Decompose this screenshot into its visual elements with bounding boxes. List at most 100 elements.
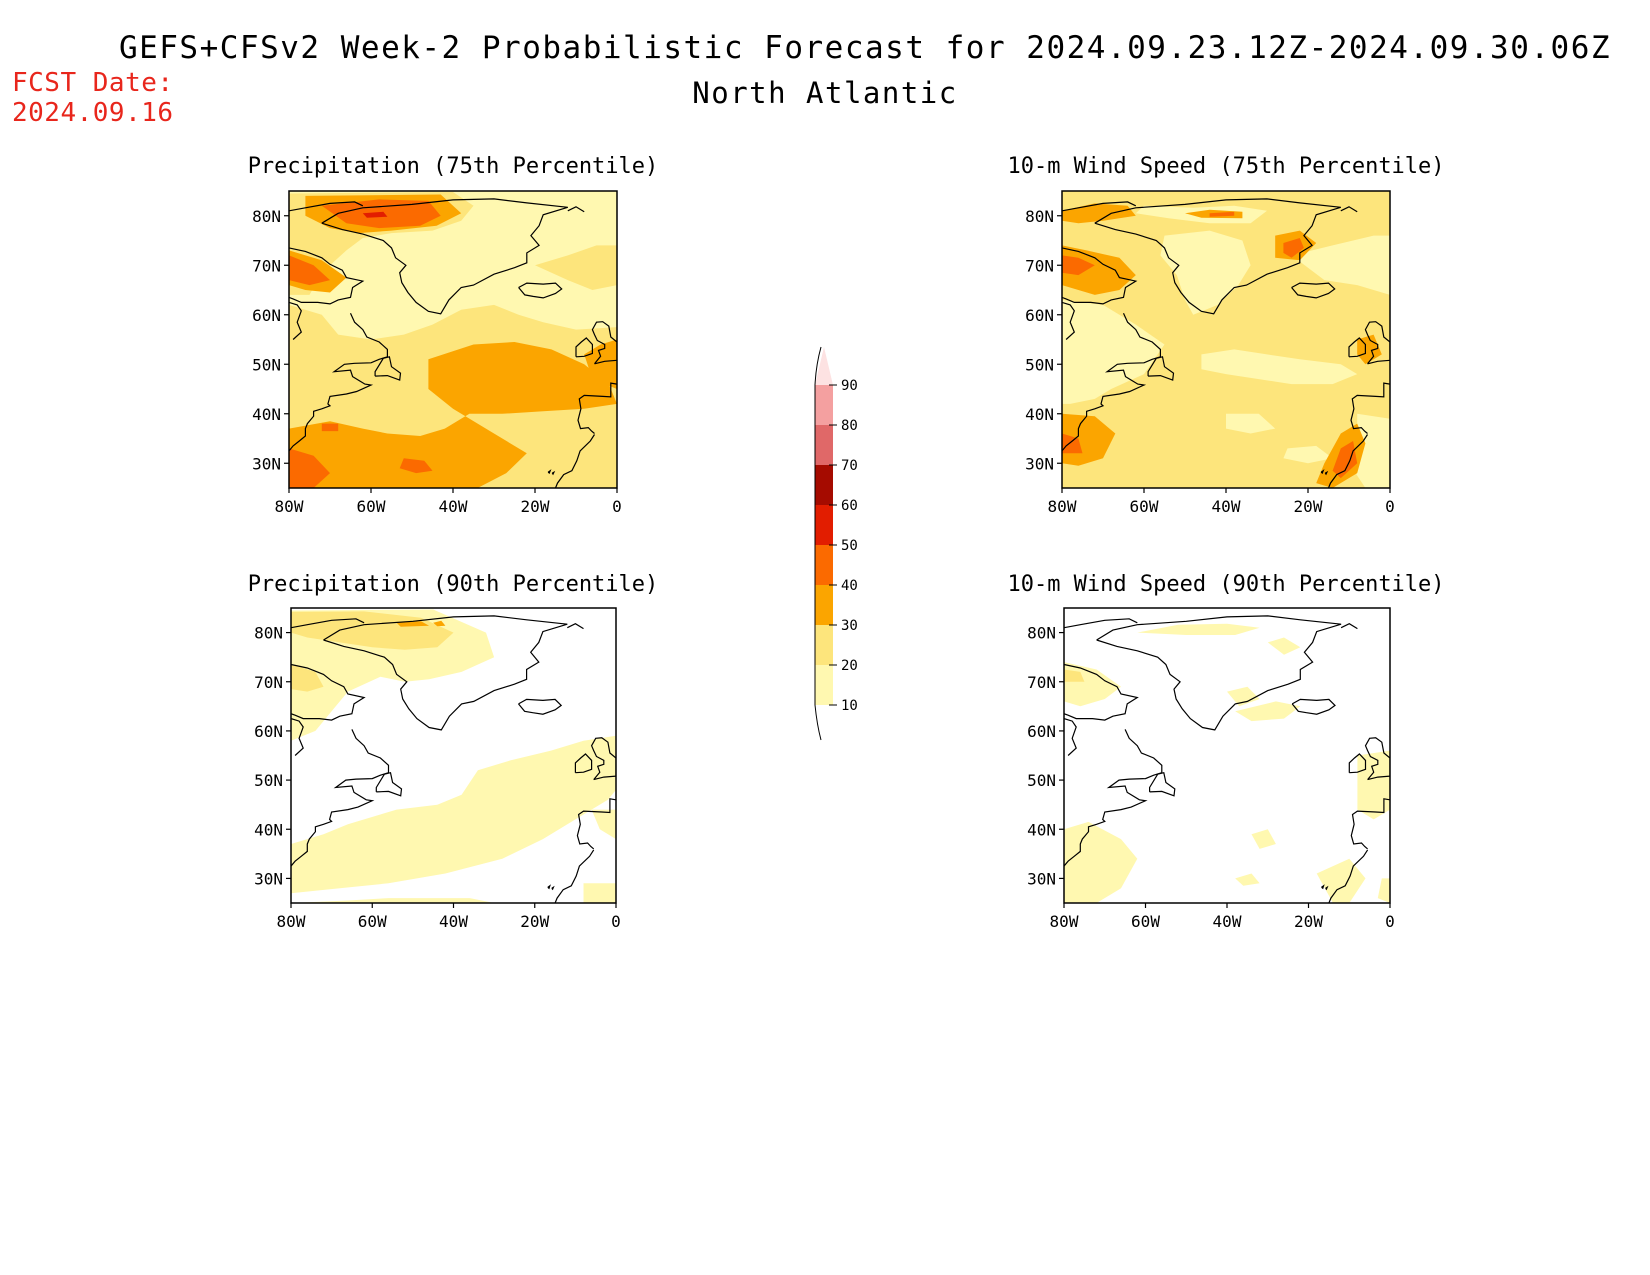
probability-fill-40: [399, 458, 433, 474]
colorbar-segment-10: [815, 665, 833, 705]
colorbar-lower-edge: [814, 704, 822, 741]
coastline: [577, 382, 617, 434]
lat-tick-label: 60N: [254, 722, 283, 741]
coastline: [1350, 382, 1390, 434]
panel-precipitation-90th: 80W 60W 40W 20W 0 80N 70N 60N 50N 40N 30N: [254, 607, 621, 931]
forecast-date-value: 2024.09.16: [12, 98, 174, 128]
coastline: [289, 247, 365, 305]
lon-tick-label: 20W: [520, 912, 549, 931]
lat-tick-label: 80N: [1025, 207, 1054, 226]
coastline: [547, 469, 552, 475]
panel-title-wind-90: 10-m Wind Speed (90th Percentile): [1007, 572, 1444, 597]
probability-fill-10: [1283, 445, 1333, 464]
coastline: [1340, 206, 1358, 213]
panel-precipitation-75th: 80W 60W 40W 20W 0 80N 70N 60N 50N 40N 30N: [252, 190, 622, 516]
lat-tick-label: 30N: [252, 454, 281, 473]
lon-tick-label: 0: [1385, 912, 1395, 931]
coastline: [1064, 729, 1163, 867]
lon-tick-label: 60W: [357, 497, 386, 516]
probability-fill-20: [535, 245, 617, 290]
panel-title-wind-75: 10-m Wind Speed (75th Percentile): [1007, 154, 1444, 179]
coastline: [1291, 698, 1336, 715]
colorbar-tick-label: 90: [841, 378, 858, 394]
lat-tick-label: 40N: [1025, 405, 1054, 424]
probability-fill-10: [1226, 413, 1276, 434]
main-title: GEFS+CFSv2 Week-2 Probabilistic Forecast…: [118, 30, 1612, 66]
probability-fill-40: [289, 448, 330, 488]
probability-fill-20: [1064, 669, 1085, 682]
lat-tick-label: 50N: [252, 355, 281, 374]
coastline: [574, 753, 593, 774]
coastline: [1148, 771, 1176, 797]
coastline: [591, 321, 617, 365]
lat-tick-label: 50N: [1027, 771, 1056, 790]
panel-title-precip-75: Precipitation (75th Percentile): [248, 154, 659, 179]
colorbar-tick-label: 30: [841, 618, 858, 634]
lon-tick-label: 40W: [1212, 497, 1241, 516]
coastline: [1062, 201, 1137, 212]
coastline: [1325, 885, 1329, 891]
colorbar-tick-label: 70: [841, 458, 858, 474]
lat-tick-label: 60N: [252, 306, 281, 325]
probability-fill-10: [1137, 623, 1260, 635]
lon-tick-label: 40W: [1213, 912, 1242, 931]
probability-fill-40: [1283, 238, 1304, 258]
lon-tick-label: 40W: [439, 497, 468, 516]
coastline: [590, 737, 616, 781]
colorbar-segment-20: [815, 625, 833, 665]
region-subtitle: North Atlantic: [692, 76, 958, 110]
coastline: [1320, 469, 1325, 475]
coastline: [567, 623, 584, 630]
probability-fill-10: [1064, 821, 1138, 903]
probability-fill-10: [291, 898, 495, 903]
coastline: [323, 615, 568, 731]
lat-tick-label: 80N: [254, 624, 283, 643]
coastline: [551, 885, 555, 891]
probability-fill-10: [591, 809, 616, 840]
colorbar-segment-70: [815, 425, 833, 465]
coastline: [575, 337, 594, 358]
lon-tick-label: 80W: [1050, 912, 1079, 931]
coastline: [375, 771, 403, 797]
coastline: [1062, 301, 1076, 340]
colorbar-segment-40: [815, 545, 833, 585]
probability-fill-10: [1316, 858, 1366, 903]
coastline: [289, 201, 364, 212]
probability-fill-10: [1062, 299, 1165, 404]
coastline: [1348, 753, 1367, 774]
lon-tick-label: 40W: [439, 912, 468, 931]
lat-tick-label: 30N: [1027, 869, 1056, 888]
lat-tick-label: 60N: [1027, 722, 1056, 741]
lon-tick-label: 20W: [1294, 497, 1323, 516]
colorbar-upper-triangle: [815, 347, 833, 385]
probability-fill-20: [291, 664, 324, 692]
probability-fill-10: [1251, 829, 1276, 849]
coastline: [289, 301, 303, 340]
coastline: [1340, 623, 1358, 630]
lat-tick-label: 30N: [254, 869, 283, 888]
probability-fill-10: [1267, 637, 1301, 655]
probability-fill-40: [1062, 255, 1095, 276]
lat-tick-label: 70N: [1025, 256, 1054, 275]
colorbar-tick-label: 40: [841, 578, 858, 594]
colorbar-tick-label: 60: [841, 498, 858, 514]
panel-wind-speed-90th: 80W 60W 40W 20W 0 80N 70N 60N 50N 40N 30N: [1027, 607, 1395, 931]
colorbar-upper-edge: [814, 346, 822, 386]
lat-tick-label: 40N: [254, 820, 283, 839]
coastline: [551, 470, 556, 476]
colorbar-tick-label: 20: [841, 658, 858, 674]
panel-fill-layer: [1062, 191, 1390, 488]
probability-fill-40: [1332, 441, 1358, 479]
probability-fill-10: [1227, 686, 1260, 707]
probability-fill-10: [291, 735, 616, 894]
lat-tick-label: 40N: [1027, 820, 1056, 839]
probability-fill-30: [396, 621, 430, 627]
coastline: [1062, 247, 1138, 305]
forecast-date-label: FCST Date:: [12, 68, 174, 98]
probability-fill-50: [362, 211, 388, 218]
coastline: [1364, 737, 1390, 781]
coastline: [576, 798, 616, 850]
lon-tick-label: 0: [1385, 497, 1395, 516]
lon-tick-label: 0: [612, 497, 622, 516]
